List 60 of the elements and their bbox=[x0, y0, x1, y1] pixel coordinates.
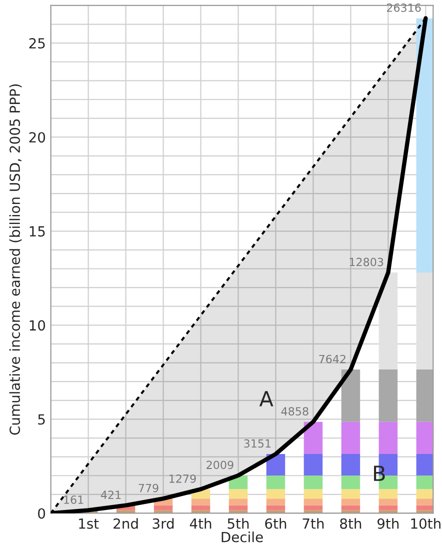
annotation: 3151 bbox=[244, 439, 271, 448]
annotation: 7642 bbox=[319, 354, 346, 364]
bar bbox=[378, 272, 398, 370]
bar bbox=[304, 475, 323, 490]
annotation: 161 bbox=[64, 496, 84, 504]
bar bbox=[304, 454, 323, 476]
bar bbox=[304, 489, 323, 499]
bar bbox=[191, 498, 210, 506]
x-tick-label: 10th bbox=[411, 518, 440, 529]
bar bbox=[266, 489, 286, 499]
bar bbox=[154, 505, 173, 510]
bar bbox=[416, 272, 434, 370]
annotation: 4858 bbox=[281, 407, 308, 416]
bar bbox=[191, 505, 210, 510]
x-tick-label: 7th bbox=[302, 518, 324, 529]
bar bbox=[378, 498, 398, 506]
bar bbox=[378, 505, 398, 510]
y-tick-label: 15 bbox=[30, 226, 45, 237]
bar bbox=[266, 475, 286, 490]
annotation: B bbox=[374, 466, 385, 481]
y-tick-label: 5 bbox=[38, 414, 45, 425]
annotation: 2009 bbox=[206, 460, 234, 470]
bar bbox=[266, 498, 286, 506]
x-tick-label: 9th bbox=[378, 518, 399, 529]
bar bbox=[341, 370, 360, 422]
x-tick-label: 3rd bbox=[152, 518, 174, 529]
bar bbox=[378, 422, 398, 454]
annotation: 421 bbox=[100, 490, 121, 499]
bar bbox=[378, 489, 398, 499]
bar bbox=[341, 422, 360, 454]
y-tick-label: 25 bbox=[29, 38, 45, 49]
bar bbox=[341, 498, 360, 506]
bar bbox=[304, 505, 323, 510]
x-tick-label: 2nd bbox=[114, 518, 138, 529]
bar bbox=[228, 498, 248, 506]
bar bbox=[266, 505, 286, 510]
y-tick-label: 10 bbox=[30, 320, 46, 331]
x-tick-label: 1st bbox=[79, 518, 99, 529]
bar bbox=[228, 489, 248, 499]
y-tick-label: 0 bbox=[38, 508, 46, 519]
annotation: A bbox=[259, 391, 274, 406]
annotation: 779 bbox=[138, 484, 158, 492]
annotation: 26316 bbox=[386, 4, 421, 12]
x-tick-label: 5th bbox=[228, 518, 249, 529]
bar bbox=[378, 370, 398, 422]
bar bbox=[341, 454, 360, 476]
y-tick-label: 20 bbox=[29, 132, 46, 143]
bar bbox=[341, 489, 360, 499]
bar bbox=[304, 498, 323, 506]
annotation: 1279 bbox=[170, 474, 196, 483]
bar bbox=[304, 422, 323, 454]
bar bbox=[341, 505, 360, 510]
annotation: 12803 bbox=[350, 258, 384, 266]
x-axis-title: Decile bbox=[222, 532, 263, 542]
x-tick-label: 8th bbox=[340, 518, 362, 529]
y-axis-title: Cumulative income earned (billion USD, 2005 PPP) bbox=[9, 84, 22, 435]
bar bbox=[341, 475, 360, 490]
x-tick-label: 6th bbox=[265, 518, 286, 529]
x-tick-label: 4th bbox=[190, 518, 212, 529]
bar bbox=[228, 505, 248, 510]
